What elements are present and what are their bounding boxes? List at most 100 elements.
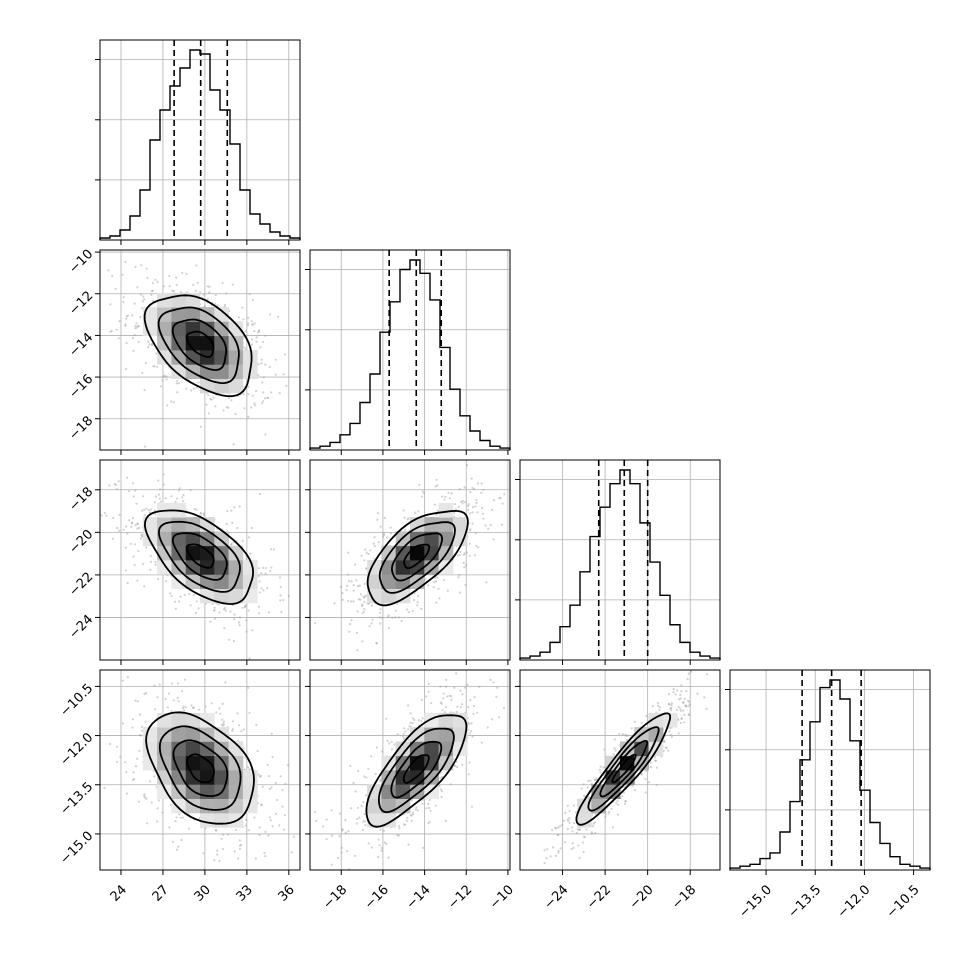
scatter-point — [226, 510, 229, 513]
y-tick-label: −10.5 — [58, 681, 97, 720]
scatter-point — [189, 604, 192, 607]
scatter-point — [373, 544, 376, 548]
scatter-point — [454, 764, 457, 767]
scatter-point — [586, 786, 589, 789]
scatter-point — [227, 397, 231, 400]
scatter-point — [358, 816, 361, 819]
scatter-point — [379, 828, 382, 831]
scatter-point — [404, 528, 407, 531]
scatter-point — [241, 306, 244, 309]
scatter-point — [146, 822, 149, 825]
scatter-point — [380, 846, 383, 850]
scatter-point — [218, 707, 221, 710]
density-cell — [142, 741, 158, 757]
scatter-point — [676, 708, 679, 712]
density-cell — [648, 727, 664, 742]
scatter-point — [279, 775, 282, 778]
scatter-point — [467, 508, 470, 512]
scatter-point — [398, 827, 401, 830]
density-cell — [185, 727, 201, 742]
scatter-point — [672, 687, 675, 691]
scatter-point — [593, 821, 597, 824]
density-cell — [142, 727, 158, 742]
scatter-point — [124, 323, 127, 326]
scatter-point — [363, 559, 366, 562]
scatter-point — [253, 322, 256, 325]
scatter-point — [246, 766, 249, 769]
scatter-point — [263, 397, 267, 400]
scatter-point — [180, 290, 183, 294]
contour-2-sigma — [145, 711, 255, 825]
scatter-point — [255, 723, 258, 727]
scatter-point — [188, 827, 191, 830]
scatter-point — [364, 594, 367, 597]
scatter-point — [255, 390, 258, 393]
scatter-point — [164, 497, 167, 500]
scatter-point — [473, 696, 476, 699]
scatter-point — [428, 798, 431, 802]
scatter-point — [284, 353, 287, 356]
scatter-point — [161, 379, 164, 382]
scatter-point — [624, 800, 627, 803]
scatter-point — [583, 836, 587, 839]
scatter-point — [476, 511, 479, 514]
scatter-point — [206, 298, 209, 301]
scatter-point — [599, 771, 602, 774]
scatter-point — [156, 578, 160, 581]
scatter-point — [134, 765, 138, 768]
scatter-point — [111, 537, 114, 540]
scatter-point — [199, 291, 202, 294]
scatter-point — [370, 755, 373, 758]
scatter-point — [122, 301, 125, 304]
scatter-point — [250, 406, 253, 409]
density-cell — [438, 502, 454, 518]
scatter-point — [407, 843, 410, 846]
scatter-point — [454, 503, 457, 506]
scatter-point — [396, 834, 399, 837]
scatter-point — [231, 729, 234, 732]
scatter-point — [275, 798, 279, 802]
scatter-point — [375, 642, 378, 645]
scatter-point — [333, 602, 336, 605]
scatter-point — [473, 487, 476, 490]
scatter-point — [461, 703, 464, 706]
scatter-point — [235, 828, 238, 832]
scatter-point — [136, 522, 139, 526]
scatter-point — [361, 640, 364, 643]
scatter-point — [126, 476, 129, 479]
scatter-point — [436, 484, 439, 487]
y-tick-label: −13.5 — [58, 779, 97, 818]
scatter-point — [592, 822, 595, 825]
scatter-point — [647, 781, 651, 784]
scatter-point — [359, 598, 362, 601]
scatter-point — [214, 303, 217, 306]
scatter-point — [489, 524, 492, 527]
scatter-point — [387, 856, 390, 859]
scatter-point — [227, 833, 230, 836]
scatter-point — [613, 738, 616, 741]
scatter-point — [390, 740, 393, 743]
scatter-point — [247, 415, 250, 418]
scatter-point — [358, 584, 361, 587]
scatter-point — [134, 327, 137, 330]
scatter-point — [236, 712, 239, 715]
scatter-point — [224, 609, 227, 612]
scatter-point — [325, 838, 328, 841]
scatter-point — [690, 670, 693, 673]
scatter-point — [248, 657, 251, 660]
scatter-point — [163, 374, 166, 377]
scatter-point — [468, 554, 471, 558]
scatter-point — [386, 739, 389, 742]
scatter-point — [649, 766, 653, 769]
scatter-point — [572, 846, 575, 849]
density-cell — [200, 364, 215, 379]
scatter-point — [611, 826, 614, 829]
scatter-point — [213, 606, 216, 609]
scatter-point — [271, 755, 274, 759]
scatter-point — [566, 804, 569, 807]
scatter-point — [153, 684, 156, 687]
scatter-point — [615, 802, 618, 805]
scatter-point — [172, 289, 175, 292]
scatter-point — [118, 513, 121, 516]
scatter-point — [543, 849, 546, 852]
